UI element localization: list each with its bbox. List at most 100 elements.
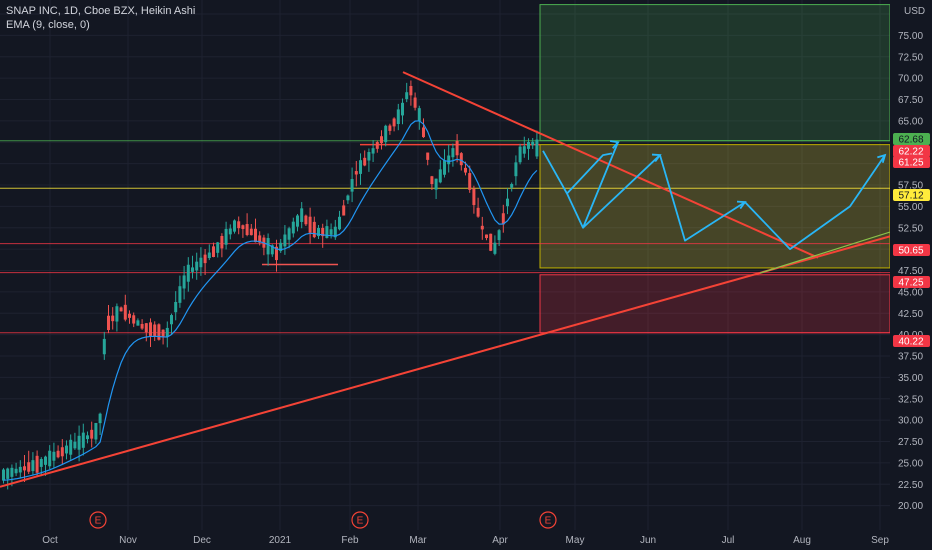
x-tick-label: Oct	[42, 535, 58, 546]
candle-body	[447, 155, 451, 165]
y-tick-label: 20.00	[898, 501, 923, 512]
candle-body	[518, 146, 522, 163]
candle-body	[191, 267, 194, 272]
candle-body	[304, 215, 308, 225]
x-tick-label: Sep	[871, 535, 889, 546]
candle-body	[23, 466, 26, 471]
candle-body	[56, 450, 60, 458]
price-tag-label: 62.22	[898, 147, 923, 158]
earnings-marker-label: E	[357, 516, 364, 527]
candle-body	[489, 233, 493, 251]
y-tick-label: 70.00	[898, 74, 923, 85]
candle-body	[384, 125, 388, 143]
currency-label: USD	[904, 6, 925, 17]
arrow-head	[877, 153, 887, 164]
earnings-marker-label: E	[545, 516, 552, 527]
candle-body	[417, 108, 421, 122]
candle-body	[476, 207, 480, 217]
projection-path-c	[659, 154, 746, 242]
candle-body	[128, 313, 131, 318]
y-tick-label: 45.00	[898, 287, 923, 298]
position-zones	[539, 4, 891, 334]
y-tick-label: 25.00	[898, 458, 923, 469]
candle-body	[144, 323, 148, 333]
candle-body	[132, 315, 136, 324]
candle-body	[31, 460, 35, 472]
arrow-head	[651, 153, 662, 163]
candle-body	[161, 329, 165, 338]
symbol-title: SNAP INC, 1D, Cboe BZX, Heikin Ashi	[6, 5, 196, 17]
candle-body	[350, 179, 354, 192]
candle-body	[2, 469, 5, 481]
candle-body	[291, 221, 295, 234]
y-tick-label: 55.00	[898, 202, 923, 213]
candle-body	[434, 178, 438, 190]
candle-body	[485, 234, 488, 239]
price-tag	[893, 133, 930, 145]
candle-body	[65, 445, 68, 454]
candle-body	[186, 264, 190, 282]
candle-body	[203, 254, 207, 264]
candle-body	[363, 157, 367, 166]
candle-body	[388, 125, 392, 131]
candle-body	[182, 275, 186, 289]
x-tick-label: Apr	[492, 535, 508, 546]
candle-body	[468, 173, 472, 190]
y-tick-label: 67.50	[898, 95, 923, 106]
indicator-title: EMA (9, close, 0)	[6, 19, 90, 31]
candle-body	[514, 162, 518, 177]
candle-body	[342, 205, 346, 216]
y-tick-label: 32.50	[898, 394, 923, 405]
price-tag-label: 57.12	[898, 191, 923, 202]
candle-body	[392, 118, 396, 127]
ascending-trendline	[0, 235, 891, 488]
candle-body	[10, 467, 14, 477]
candle-body	[170, 315, 173, 325]
stop-zone	[539, 274, 891, 334]
x-tick-label: May	[566, 535, 585, 546]
trend-lines	[0, 71, 891, 488]
y-tick-label: 72.50	[898, 52, 923, 63]
y-tick-label: 65.00	[898, 116, 923, 127]
candle-body	[455, 140, 459, 156]
candle-body	[510, 184, 514, 188]
projection-path-a	[542, 141, 619, 229]
target-zone	[539, 4, 891, 142]
y-tick-label: 75.00	[898, 31, 923, 42]
y-tick-label: 37.50	[898, 352, 923, 363]
y-tick-label: 22.50	[898, 480, 923, 491]
candle-body	[157, 324, 161, 340]
candle-body	[501, 213, 505, 225]
candle-body	[102, 338, 106, 355]
y-tick-label: 47.50	[898, 266, 923, 277]
price-tag-label: 61.25	[898, 158, 923, 169]
candle-body	[44, 456, 47, 465]
candle-body	[472, 188, 476, 206]
arrow-head	[609, 140, 620, 149]
descending-trendline	[402, 71, 819, 259]
earnings-marker	[539, 511, 557, 529]
candle-body	[375, 142, 379, 149]
candle-body	[140, 323, 144, 329]
projection-path-a2	[566, 152, 613, 195]
candle-body	[426, 152, 430, 160]
candle-body	[506, 198, 509, 207]
candle-body	[287, 228, 291, 240]
candle-body	[233, 220, 236, 232]
candle-body	[464, 167, 467, 173]
x-tick-label: Jun	[640, 535, 656, 546]
x-tick-label: Jul	[722, 535, 735, 546]
x-tick-label: Nov	[119, 535, 137, 546]
candle-body	[279, 242, 283, 252]
candle-body	[178, 286, 182, 303]
candle-body	[367, 152, 371, 161]
price-tag	[893, 189, 930, 201]
candle-body	[438, 169, 442, 183]
candle-body	[321, 227, 325, 237]
candle-body	[346, 195, 350, 201]
candle-body	[275, 246, 278, 261]
candle-body	[69, 439, 73, 455]
candle-body	[422, 127, 425, 138]
price-tag-label: 50.65	[898, 246, 923, 257]
